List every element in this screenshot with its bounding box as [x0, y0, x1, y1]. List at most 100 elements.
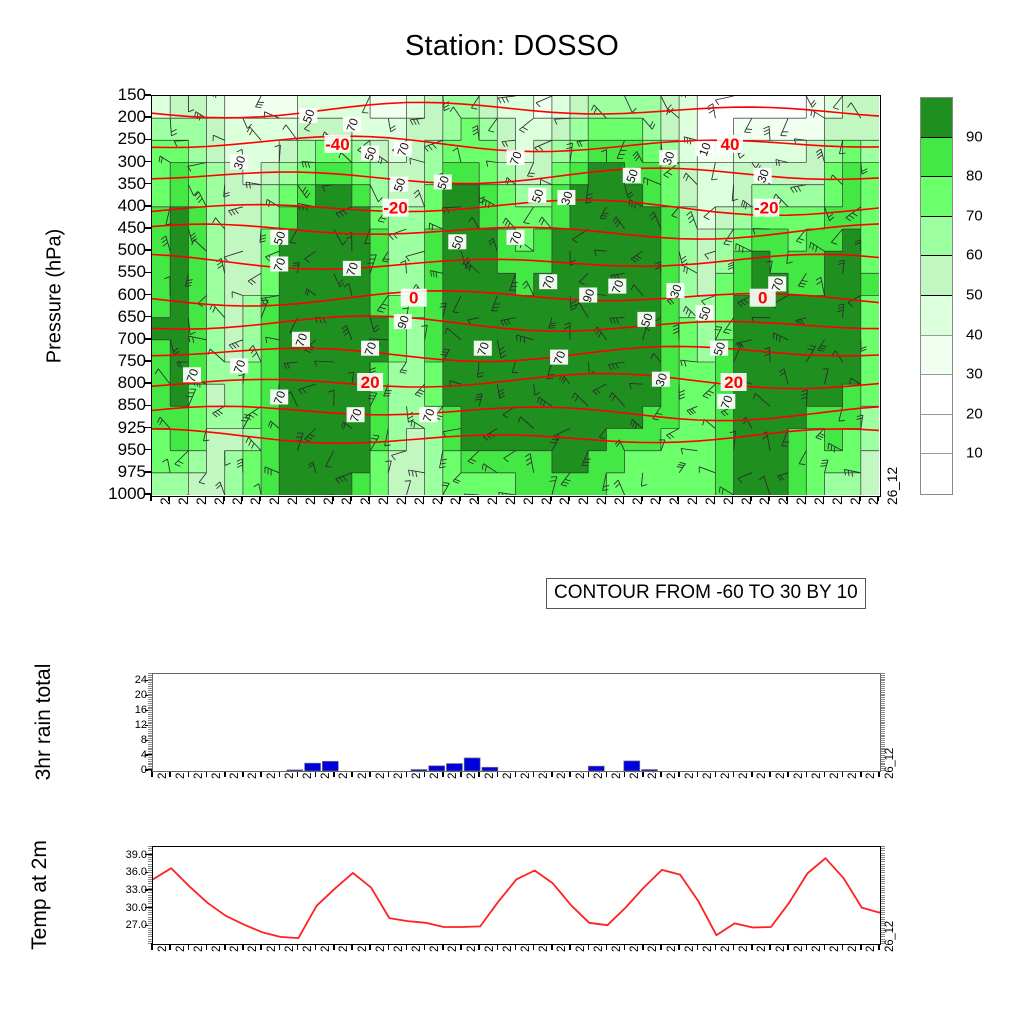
temp-minor-tick [148, 859, 152, 861]
rain-minor-tick [148, 766, 152, 768]
temp-minor-tick [148, 854, 152, 856]
temp-minor-tick [148, 907, 152, 909]
rain-tick-16: 16 [134, 704, 147, 717]
temp-minor-tick [148, 861, 152, 863]
svg-text:70: 70 [718, 393, 736, 411]
pressure-tick-mark [144, 493, 151, 495]
rain-minor-tick [148, 717, 152, 719]
rain-minor-tick [881, 686, 885, 688]
rain-minor-tick [148, 687, 152, 689]
time-tick-mark [787, 943, 789, 950]
temp-minor-tick [881, 852, 885, 854]
time-tick-mark [751, 770, 753, 777]
colorbar-swatch-3 [921, 335, 952, 376]
temperature-plot-area [152, 846, 881, 945]
time-tick-mark [859, 494, 861, 501]
svg-text:50: 50 [623, 167, 641, 185]
rain-minor-tick [148, 695, 152, 697]
rain-minor-tick [148, 678, 152, 680]
rain-minor-tick [148, 721, 152, 723]
rain-tick-4: 4 [140, 749, 147, 762]
colorbar-swatch-6 [921, 216, 952, 257]
time-tick-mark [841, 943, 844, 950]
rain-minor-tick [881, 756, 885, 758]
time-tick-mark [187, 770, 190, 777]
time-tick-mark [260, 943, 262, 950]
temp-minor-tick [148, 872, 152, 874]
rain-minor-tick [881, 768, 885, 770]
time-tick-mark [242, 770, 244, 777]
rain-minor-tick [881, 725, 885, 727]
pressure-tick-mark [144, 471, 151, 473]
time-tick-mark [587, 943, 589, 950]
rain-minor-tick [148, 743, 152, 745]
time-tick-mark [804, 494, 807, 501]
colorbar-label-50: 50 [966, 286, 983, 304]
pressure-tick-250: 250 [117, 129, 146, 149]
time-tick-26_12: 26_12 [883, 748, 896, 779]
temp-minor-tick [148, 852, 152, 854]
time-tick-mark [605, 770, 608, 777]
svg-text:50: 50 [300, 107, 318, 125]
page-title: Station: DOSSO [405, 30, 619, 62]
rain-minor-tick [148, 712, 152, 714]
pressure-tick-mark [144, 315, 151, 318]
time-tick-mark [622, 494, 625, 501]
time-tick-mark [186, 494, 189, 501]
rain-tick-12: 12 [134, 719, 147, 732]
temp-minor-tick [881, 918, 885, 920]
rain-minor-tick [148, 756, 152, 758]
time-tick-mark [531, 494, 534, 501]
rain-minor-tick [148, 738, 152, 740]
svg-text:30: 30 [653, 371, 671, 389]
temp-minor-tick [881, 907, 885, 909]
colorbar-label-90: 90 [966, 128, 983, 146]
time-tick-mark [241, 494, 243, 501]
temp-minor-tick [148, 925, 152, 927]
rain-minor-tick [148, 753, 152, 755]
rain-minor-tick [148, 747, 152, 749]
temp-minor-tick [881, 885, 885, 887]
svg-text:70: 70 [362, 340, 380, 358]
svg-text:0: 0 [758, 289, 767, 308]
time-tick-mark [423, 943, 426, 950]
time-tick-mark [387, 770, 390, 777]
rain-minor-tick [881, 714, 885, 716]
rain-minor-tick [148, 680, 152, 682]
temp-minor-tick [881, 868, 885, 870]
rain-minor-tick [148, 770, 152, 771]
time-tick-mark [351, 770, 353, 777]
temp-minor-tick [148, 920, 152, 922]
rain-minor-tick [148, 728, 152, 730]
rain-minor-tick [148, 689, 152, 691]
pressure-tick-600: 600 [117, 284, 146, 304]
pressure-tick-mark [144, 382, 151, 384]
rain-minor-tick [881, 678, 885, 680]
temp-minor-tick [148, 894, 152, 896]
temp-minor-tick [148, 896, 152, 898]
temp-minor-tick [148, 916, 152, 918]
svg-text:70: 70 [347, 406, 365, 424]
time-tick-mark [296, 943, 299, 950]
rain-minor-tick [881, 680, 885, 682]
pressure-tick-850: 850 [117, 395, 146, 415]
pressure-tick-mark [144, 94, 151, 96]
time-tick-mark [204, 494, 207, 501]
temp-minor-tick [148, 870, 152, 872]
pressure-tick-950: 950 [117, 439, 146, 459]
svg-text:30: 30 [667, 282, 685, 300]
temp-minor-tick [148, 863, 152, 865]
temp-minor-tick [881, 861, 885, 863]
rain-minor-tick [881, 719, 885, 721]
temp-minor-tick [148, 912, 152, 914]
time-tick-mark [878, 770, 880, 777]
temp-minor-tick [881, 940, 885, 942]
time-tick-mark [568, 494, 570, 501]
time-tick-mark [786, 494, 788, 501]
rain-minor-tick [881, 727, 885, 729]
time-tick-mark [678, 770, 680, 777]
rain-minor-tick [148, 676, 152, 678]
rain-minor-tick [148, 730, 152, 732]
time-tick-mark [278, 770, 281, 777]
time-tick-mark [333, 770, 335, 777]
